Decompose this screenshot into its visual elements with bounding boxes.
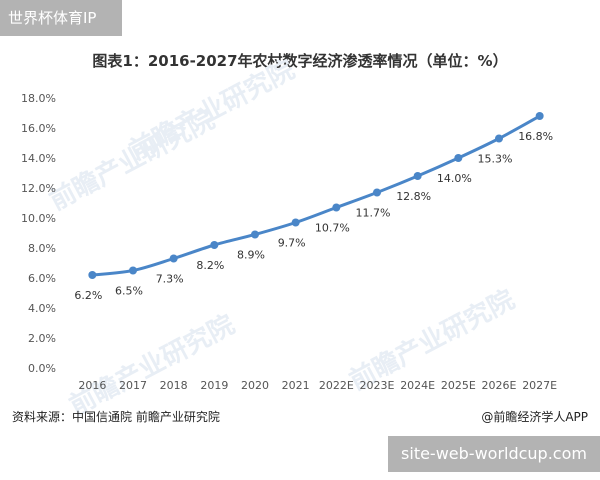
data-label: 16.8% [518,130,553,143]
data-label: 9.7% [278,237,306,250]
data-point [373,188,381,197]
series-line [92,114,541,277]
y-tick-label: 10.0% [21,212,56,225]
data-point [495,134,503,143]
x-tick-label: 2018 [160,379,188,392]
data-point [535,112,544,120]
data-point [129,266,137,275]
x-tick-label: 2019 [200,379,228,392]
x-tick-label: 2017 [119,379,147,392]
y-tick-label: 6.0% [28,272,56,285]
app-credit: @前瞻经济学人APP [481,410,588,424]
y-tick-label: 4.0% [28,302,56,315]
data-label: 7.3% [156,273,184,286]
data-label: 15.3% [478,153,513,166]
site-url-badge: site-web-worldcup.com [388,436,600,472]
x-tick-label: 2020 [241,379,269,392]
data-point [169,254,178,263]
corner-brand-badge: 世界杯体育IP [0,0,122,36]
x-tick-label: 2016 [78,379,106,392]
data-label: 14.0% [437,172,472,185]
data-point [291,218,300,227]
x-tick-label: 2023E [360,379,395,392]
source-note: 资料来源：中国信通院 前瞻产业研究院 [12,410,220,424]
data-point [413,172,422,180]
data-point [454,154,463,162]
y-tick-label: 8.0% [28,242,56,255]
x-tick-label: 2027E [522,379,557,392]
data-label: 11.7% [356,207,391,220]
x-tick-label: 2021 [282,379,310,392]
data-point [332,203,341,212]
data-label: 12.8% [396,190,431,203]
y-tick-label: 12.0% [21,182,56,195]
x-tick-label: 2024E [400,379,435,392]
data-point [210,241,219,249]
y-tick-label: 16.0% [21,122,56,135]
x-tick-label: 2026E [482,379,517,392]
data-label: 6.5% [115,285,143,298]
data-label: 10.7% [315,222,350,235]
data-point [251,230,259,239]
x-tick-label: 2022E [319,379,354,392]
y-tick-label: 0.0% [28,362,56,375]
y-tick-label: 14.0% [21,152,56,165]
chart-title: 图表1：2016-2027年农村数字经济渗透率情况（单位：%） [92,52,508,70]
data-label: 6.2% [74,289,102,302]
y-tick-label: 18.0% [21,92,56,105]
y-tick-label: 2.0% [28,332,56,345]
x-tick-label: 2025E [441,379,476,392]
data-label: 8.2% [196,259,224,272]
data-point [88,271,97,279]
data-label: 8.9% [237,249,265,262]
